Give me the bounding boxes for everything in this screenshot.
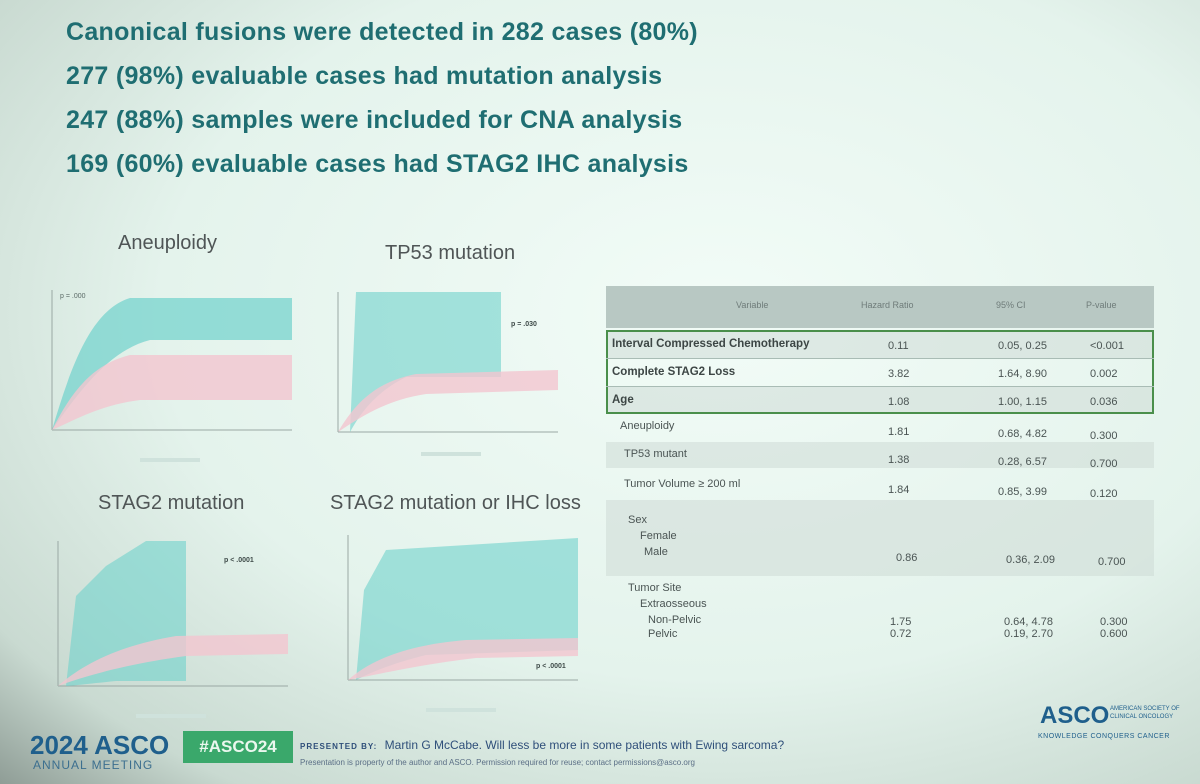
row-ci: 0.85, 3.99	[998, 486, 1047, 498]
row-hr: 0.72	[890, 628, 912, 640]
ci-band-intact	[348, 638, 578, 680]
p-value-label: p < .0001	[536, 663, 566, 670]
asco-annual-meeting-logo: 2024 ASCO	[30, 730, 170, 760]
p-value-label: p = .030	[511, 321, 537, 328]
ci-band-mutant	[350, 292, 501, 432]
bullet-list: Canonical fusions were detected in 282 c…	[66, 18, 766, 194]
bullet-mutation: 277 (98%) evaluable cases had mutation a…	[66, 62, 663, 90]
row-hr: 1.75	[890, 616, 912, 628]
ci-band-euploid	[52, 355, 292, 430]
km-plot-tp53: p = .030	[316, 282, 566, 472]
row-variable: Age	[612, 394, 634, 406]
disclaimer-text: Presentation is property of the author a…	[300, 758, 695, 767]
row-p: 0.036	[1090, 396, 1118, 408]
presented-by-label: PRESENTED BY:	[300, 742, 378, 751]
row-hr: 1.38	[888, 454, 910, 466]
row-variable: Aneuploidy	[620, 420, 675, 432]
row-ci: 0.05, 0.25	[998, 340, 1047, 352]
panel-title-stag2-ihc: STAG2 mutation or IHC loss	[330, 492, 581, 514]
row-p: 0.700	[1098, 556, 1126, 568]
ci-band-aneuploid	[52, 298, 292, 430]
row-variable: TP53 mutant	[624, 448, 687, 460]
legend	[421, 452, 481, 456]
row-hr: 1.84	[888, 484, 910, 496]
km-plot-stag2-ihc: p < .0001	[326, 530, 586, 730]
presenter-line: PRESENTED BY: Martin G McCabe. Will less…	[300, 738, 784, 752]
table-header	[606, 286, 1154, 328]
row-ci: 0.68, 4.82	[998, 428, 1047, 440]
km-plot-stag2: p < .0001	[36, 536, 296, 736]
table-row	[606, 442, 1154, 468]
row-p: 0.002	[1090, 368, 1118, 380]
row-p: 0.300	[1100, 616, 1128, 628]
row-variable: Tumor Volume ≥ 200 ml	[624, 478, 741, 490]
row-sex-female: Female	[640, 530, 677, 542]
header-pvalue: P-value	[1086, 300, 1117, 310]
presenter-text: Martin G McCabe. Will less be more in so…	[384, 738, 785, 752]
hazard-ratio-table: Variable Hazard Ratio 95% CI P-value Int…	[606, 286, 1154, 666]
panel-title-aneuploidy: Aneuploidy	[118, 232, 217, 254]
row-ci: 0.64, 4.78	[1004, 616, 1053, 628]
row-hr: 0.11	[888, 340, 909, 352]
row-p: 0.300	[1090, 430, 1118, 442]
header-ci: 95% CI	[996, 300, 1026, 310]
row-ci: 0.36, 2.09	[1006, 554, 1055, 566]
legend	[140, 458, 200, 462]
row-hr: 0.86	[896, 552, 918, 564]
hashtag-badge: #ASCO24	[183, 731, 293, 763]
annual-meeting-label: ANNUAL MEETING	[33, 758, 154, 772]
bullet-ihc: 169 (60%) evaluable cases had STAG2 IHC …	[66, 150, 689, 178]
row-ci: 1.00, 1.15	[998, 396, 1047, 408]
bullet-cna: 247 (88%) samples were included for CNA …	[66, 106, 683, 134]
legend	[136, 714, 206, 718]
p-value-label: p < .0001	[224, 557, 254, 564]
row-ci: 1.64, 8.90	[998, 368, 1047, 380]
row-sex-label: Sex	[628, 514, 647, 526]
asco-logo: ASCO	[1040, 702, 1110, 729]
p-value-label: p = .000	[60, 293, 86, 300]
row-site-label: Tumor Site	[628, 582, 682, 594]
header-hazard-ratio: Hazard Ratio	[861, 300, 914, 310]
ci-band-wildtype	[338, 370, 558, 432]
ci-band-stag2-wildtype	[58, 634, 288, 686]
row-p: 0.120	[1090, 488, 1118, 500]
row-variable: Complete STAG2 Loss	[612, 366, 736, 378]
row-site-extraosseous: Extraosseous	[640, 598, 707, 610]
header-variable: Variable	[736, 300, 769, 310]
row-hr: 3.82	[888, 368, 910, 380]
row-ci: 0.19, 2.70	[1004, 628, 1053, 640]
row-hr: 1.08	[888, 396, 910, 408]
row-hr: 1.81	[888, 426, 910, 438]
row-p: 0.700	[1090, 458, 1118, 470]
asco-logo-tagline: AMERICAN SOCIETY OF CLINICAL ONCOLOGY	[1110, 706, 1180, 720]
row-ci: 0.28, 6.57	[998, 456, 1047, 468]
significant-highlight-box	[606, 330, 1154, 414]
table-row	[606, 500, 1154, 576]
row-site-pelvic: Pelvic	[648, 628, 678, 640]
row-sex-male: Male	[644, 546, 668, 558]
table-row	[606, 386, 1154, 414]
row-p: <0.001	[1090, 340, 1124, 352]
knowledge-tagline: KNOWLEDGE CONQUERS CANCER	[1038, 733, 1170, 740]
panel-title-tp53: TP53 mutation	[385, 242, 516, 264]
bullet-fusions: Canonical fusions were detected in 282 c…	[66, 18, 698, 46]
row-p: 0.600	[1100, 628, 1128, 640]
row-variable: Interval Compressed Chemotherapy	[612, 338, 810, 350]
row-site-nonpelvic: Non-Pelvic	[648, 614, 702, 626]
table-row	[606, 330, 1154, 358]
km-plot-aneuploidy: p = .000	[30, 280, 300, 475]
panel-title-stag2: STAG2 mutation	[98, 492, 245, 514]
legend	[426, 708, 496, 712]
